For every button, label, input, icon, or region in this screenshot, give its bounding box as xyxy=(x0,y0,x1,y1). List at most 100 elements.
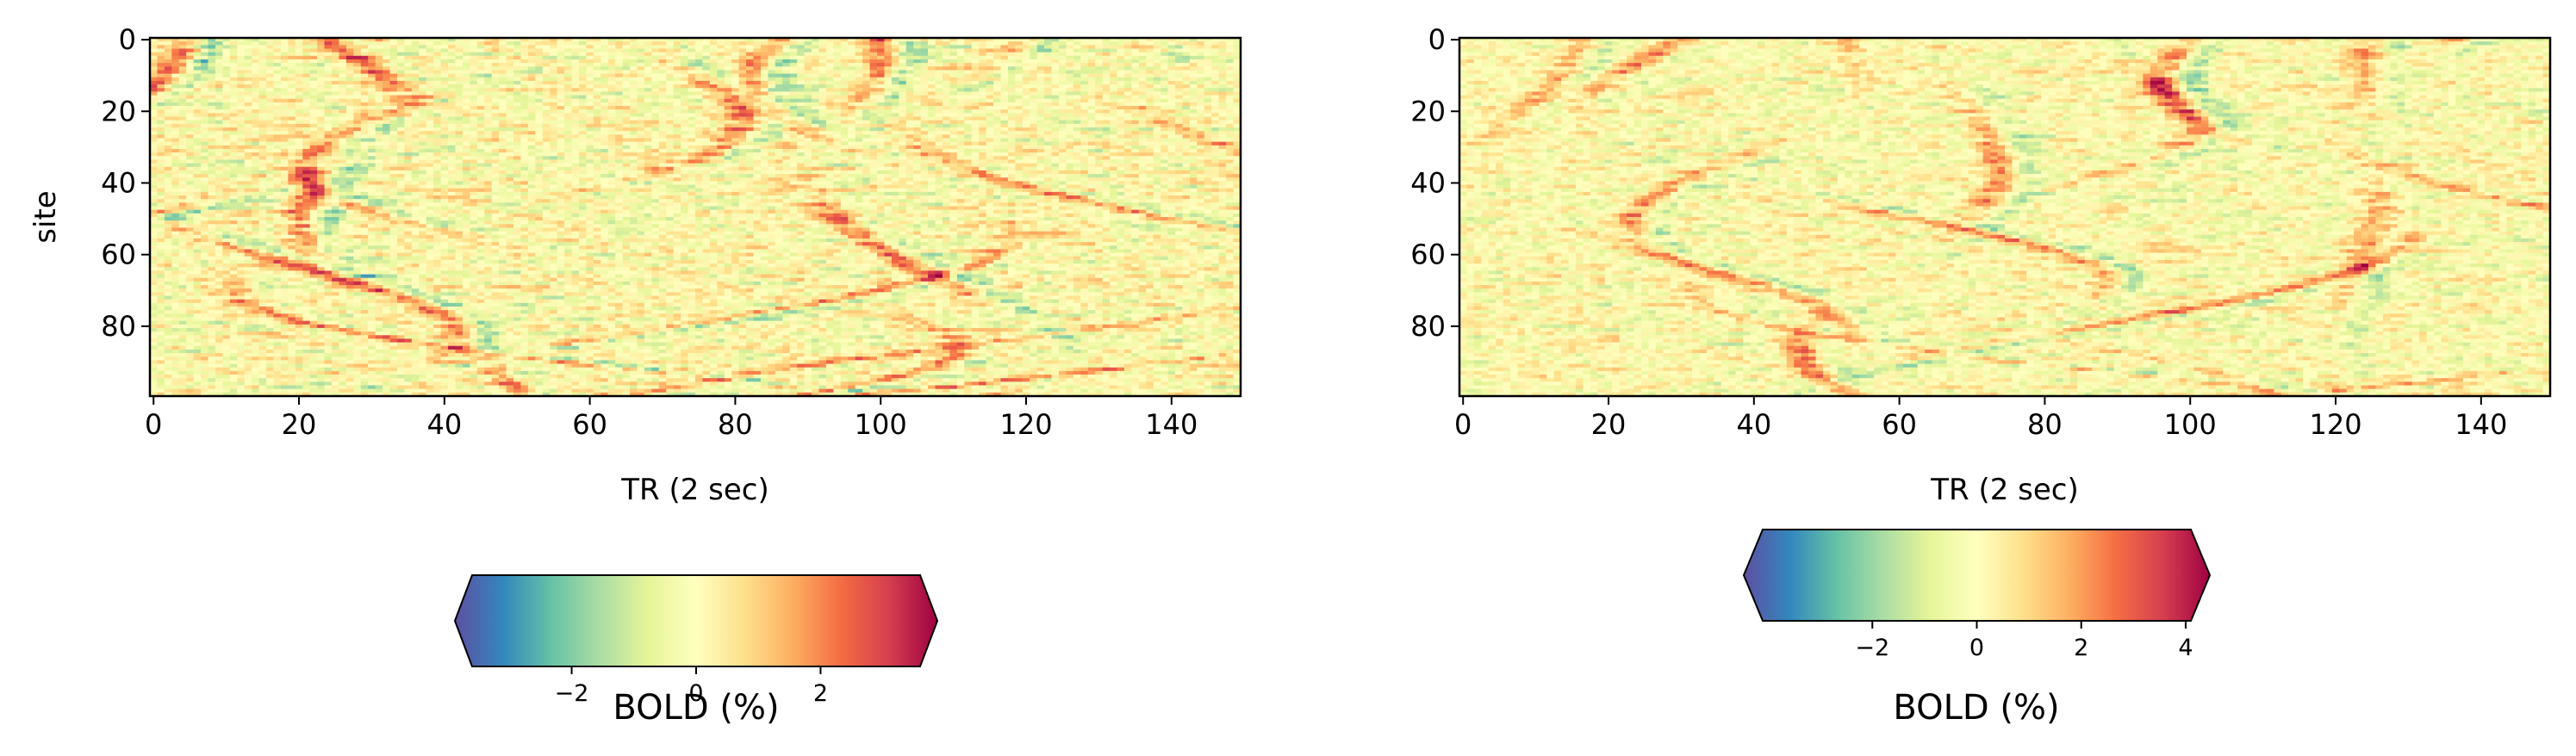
heatmap-cell xyxy=(506,148,514,153)
heatmap-cell xyxy=(258,127,267,132)
heatmap-cell xyxy=(1000,152,1009,157)
heatmap-cell xyxy=(1160,123,1169,128)
heatmap-cell xyxy=(1087,77,1096,82)
heatmap-cell xyxy=(1182,141,1191,146)
heatmap-cell xyxy=(644,98,652,103)
heatmap-cell xyxy=(550,98,558,103)
heatmap-cell xyxy=(244,141,252,146)
heatmap-cell xyxy=(1146,38,1154,42)
heatmap-cell xyxy=(258,63,267,67)
heatmap-cell xyxy=(695,116,704,121)
heatmap-cell xyxy=(1066,55,1074,60)
heatmap-cell xyxy=(157,138,165,143)
heatmap-cell xyxy=(1022,38,1030,42)
heatmap-cell xyxy=(1080,98,1089,103)
heatmap-cell xyxy=(964,45,973,50)
heatmap-cell xyxy=(193,98,202,103)
heatmap-cell xyxy=(949,116,958,121)
heatmap-cell xyxy=(1123,63,1132,67)
heatmap-cell xyxy=(1036,131,1045,135)
heatmap-cell xyxy=(208,131,216,135)
heatmap-cell xyxy=(1102,38,1111,42)
heatmap-cell xyxy=(506,95,514,100)
heatmap-cell xyxy=(1036,106,1045,110)
heatmap-cell xyxy=(1146,48,1154,53)
heatmap-cell xyxy=(433,127,442,132)
heatmap-cell xyxy=(506,73,514,78)
heatmap-cell xyxy=(578,113,587,118)
heatmap-cell xyxy=(825,102,834,107)
heatmap-cell xyxy=(1059,123,1067,128)
heatmap-cell xyxy=(557,95,565,100)
heatmap-cell xyxy=(353,38,362,42)
heatmap-cell xyxy=(324,48,333,53)
heatmap-cell xyxy=(709,73,718,78)
heatmap-cell xyxy=(891,63,899,67)
heatmap-cell xyxy=(920,48,929,53)
heatmap-cell xyxy=(681,127,689,132)
heatmap-cell xyxy=(746,91,755,96)
heatmap-cell xyxy=(1211,63,1220,67)
heatmap-cell xyxy=(455,52,464,57)
heatmap-cell xyxy=(746,148,755,153)
heatmap-cell xyxy=(869,113,878,118)
heatmap-cell xyxy=(455,59,464,64)
heatmap-cell xyxy=(491,113,500,118)
heatmap-cell xyxy=(360,95,369,100)
heatmap-cell xyxy=(171,38,180,42)
heatmap-cell xyxy=(375,59,383,64)
heatmap-cell xyxy=(383,45,391,50)
heatmap-cell xyxy=(178,41,187,46)
heatmap-cell xyxy=(345,77,354,82)
heatmap-cell xyxy=(1226,38,1235,42)
heatmap-cell xyxy=(426,91,434,96)
heatmap-cell xyxy=(171,66,180,71)
heatmap-cell xyxy=(942,80,950,85)
heatmap-cell xyxy=(201,127,209,132)
heatmap-cell xyxy=(1211,123,1220,128)
heatmap-cell xyxy=(681,84,689,89)
heatmap-cell xyxy=(484,91,493,96)
heatmap-cell xyxy=(171,131,180,135)
heatmap-cell xyxy=(1204,91,1212,96)
heatmap-cell xyxy=(1204,120,1212,125)
heatmap-cell xyxy=(527,141,536,146)
heatmap-cell xyxy=(527,134,536,139)
heatmap-cell xyxy=(637,55,645,60)
heatmap-cell xyxy=(825,127,834,132)
heatmap-cell xyxy=(825,80,834,85)
heatmap-cell xyxy=(229,98,238,103)
heatmap-cell xyxy=(462,141,470,146)
heatmap-cell xyxy=(964,123,973,128)
heatmap-cell xyxy=(383,52,391,57)
heatmap-cell xyxy=(746,120,755,125)
heatmap-cell xyxy=(462,80,470,85)
heatmap-cell xyxy=(702,127,711,132)
heatmap-cell xyxy=(302,95,311,100)
heatmap-cell xyxy=(295,84,303,89)
heatmap-cell xyxy=(1182,63,1191,67)
heatmap-cell xyxy=(979,120,987,125)
heatmap-cell xyxy=(812,38,820,42)
heatmap-cell xyxy=(979,152,987,157)
heatmap-cell xyxy=(557,77,565,82)
heatmap-cell xyxy=(825,55,834,60)
heatmap-cell xyxy=(738,138,747,143)
heatmap-cell xyxy=(891,102,899,107)
heatmap-cell xyxy=(178,113,187,118)
heatmap-cell xyxy=(746,52,755,57)
heatmap-cell xyxy=(1110,134,1118,139)
heatmap-cell xyxy=(1197,134,1205,139)
heatmap-cell xyxy=(448,95,457,100)
heatmap-cell xyxy=(666,48,675,53)
heatmap-cell xyxy=(920,123,929,128)
heatmap-cell xyxy=(1073,116,1081,121)
heatmap-cell xyxy=(804,59,812,64)
heatmap-cell xyxy=(499,113,507,118)
heatmap-cell xyxy=(869,66,878,71)
heatmap-cell xyxy=(935,106,943,110)
heatmap-cell xyxy=(971,138,980,143)
heatmap-cell xyxy=(360,66,369,71)
heatmap-cell xyxy=(877,48,886,53)
heatmap-cell xyxy=(440,70,449,75)
